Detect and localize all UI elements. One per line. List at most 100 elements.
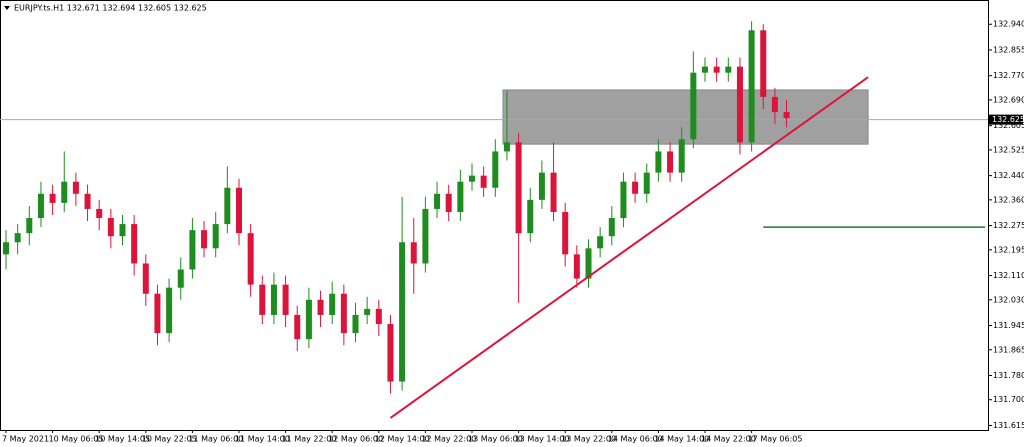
candle-body (608, 218, 615, 237)
x-tick-label: 14 May 22:00 (701, 435, 756, 444)
y-tick-label: 132.195 (993, 245, 1024, 254)
menu-icon[interactable] (4, 6, 10, 10)
x-tick-label: 14 May 14:00 (654, 435, 709, 444)
x-tick-label: 13 May 22:00 (561, 435, 616, 444)
x-tick-label: 10 May 06:05 (49, 435, 104, 444)
candle-body (480, 175, 487, 188)
candle-body (387, 324, 394, 382)
candle-body (503, 142, 510, 152)
x-tick-label: 7 May 2021 (2, 435, 49, 444)
candle-body (585, 248, 592, 279)
candle-body (352, 314, 359, 334)
candle-body (317, 299, 324, 315)
candle-body (771, 96, 778, 113)
y-tick-label: 132.275 (993, 221, 1024, 230)
candle-body (270, 284, 277, 315)
candle-body (142, 263, 149, 294)
candle-body (736, 66, 743, 143)
candle-body (236, 187, 242, 234)
candle-body (294, 314, 301, 340)
candle-body (61, 181, 68, 203)
candle-body (119, 224, 126, 237)
candle-body (247, 233, 254, 285)
trend-line (389, 76, 869, 419)
candle-body (49, 193, 56, 203)
candle-body (96, 208, 103, 219)
candle-body (340, 293, 347, 334)
x-tick-label: 13 May 06:00 (468, 435, 523, 444)
y-tick-label: 131.615 (993, 421, 1024, 430)
candle-body (492, 151, 499, 188)
candle-body (655, 151, 662, 173)
candle-body (84, 193, 91, 209)
x-tick-label: 11 May 06:00 (188, 435, 243, 444)
y-tick-label: 132.690 (993, 95, 1024, 104)
y-tick-label: 132.360 (993, 195, 1024, 204)
candle-body (760, 30, 767, 97)
x-tick-label: 10 May 22:05 (142, 435, 197, 444)
candle-body (469, 175, 475, 182)
candle-body (26, 218, 33, 234)
y-tick-label: 131.945 (993, 321, 1024, 330)
x-tick-label: 12 May 06:00 (328, 435, 383, 444)
candle-body (457, 181, 464, 212)
candle-body (14, 233, 21, 243)
candle-body (177, 269, 184, 288)
x-tick-label: 12 May 22:00 (421, 435, 476, 444)
candle-body (282, 284, 289, 315)
candle-body (364, 308, 371, 315)
candle-body (37, 193, 44, 219)
candle-body (329, 293, 336, 315)
candle-body (783, 112, 790, 119)
candle-body (166, 287, 173, 334)
zone (502, 89, 869, 145)
x-tick-label: 17 May 06:05 (748, 435, 803, 444)
candle-body (550, 172, 557, 212)
y-tick-label: 132.525 (993, 145, 1024, 154)
x-tick-label: 11 May 14:00 (235, 435, 290, 444)
candle-body (212, 224, 219, 249)
x-tick-label: 10 May 14:05 (95, 435, 150, 444)
candle-body (690, 72, 697, 140)
candle-body (538, 172, 545, 200)
candle-body (3, 242, 9, 255)
candle-body (131, 224, 138, 264)
current-price-box (989, 114, 1023, 125)
candle-body (748, 30, 755, 143)
x-tick-label: 12 May 14:00 (375, 435, 430, 444)
candle-body (305, 299, 312, 340)
candle-body (527, 199, 534, 234)
y-tick-label: 131.865 (993, 345, 1024, 354)
candle-body (107, 218, 114, 237)
candle-body (620, 181, 627, 219)
x-tick-label: 13 May 14:00 (515, 435, 570, 444)
candle-body (375, 308, 382, 325)
candle-body (562, 211, 569, 255)
y-tick-label: 132.110 (993, 271, 1024, 280)
candle-body (189, 230, 196, 270)
candle-body (399, 242, 406, 382)
y-tick-label: 132.440 (993, 171, 1024, 180)
y-tick-label: 132.855 (993, 45, 1024, 54)
candle-body (259, 284, 266, 315)
y-tick-label: 131.780 (993, 371, 1024, 380)
candle-body (702, 66, 708, 73)
y-tick-label: 132.030 (993, 295, 1024, 304)
candle-body (643, 172, 650, 194)
candle-body (678, 139, 685, 173)
candle-body (72, 181, 79, 194)
candle-body (445, 193, 452, 212)
candle-body (515, 142, 522, 234)
candle-body (597, 236, 604, 249)
current-price-label: 132.625 (992, 115, 1024, 124)
candle-body (573, 254, 580, 279)
y-tick-label: 131.700 (993, 395, 1024, 404)
chart-title: EURJPY.ts.H1 132.671 132.694 132.605 132… (14, 4, 207, 13)
y-tick-label: 132.605 (993, 121, 1024, 130)
plot-frame (0, 0, 989, 431)
candle-body (434, 193, 441, 209)
candle-body (667, 151, 674, 173)
candle-body (725, 66, 732, 73)
x-tick-label: 11 May 22:00 (282, 435, 337, 444)
